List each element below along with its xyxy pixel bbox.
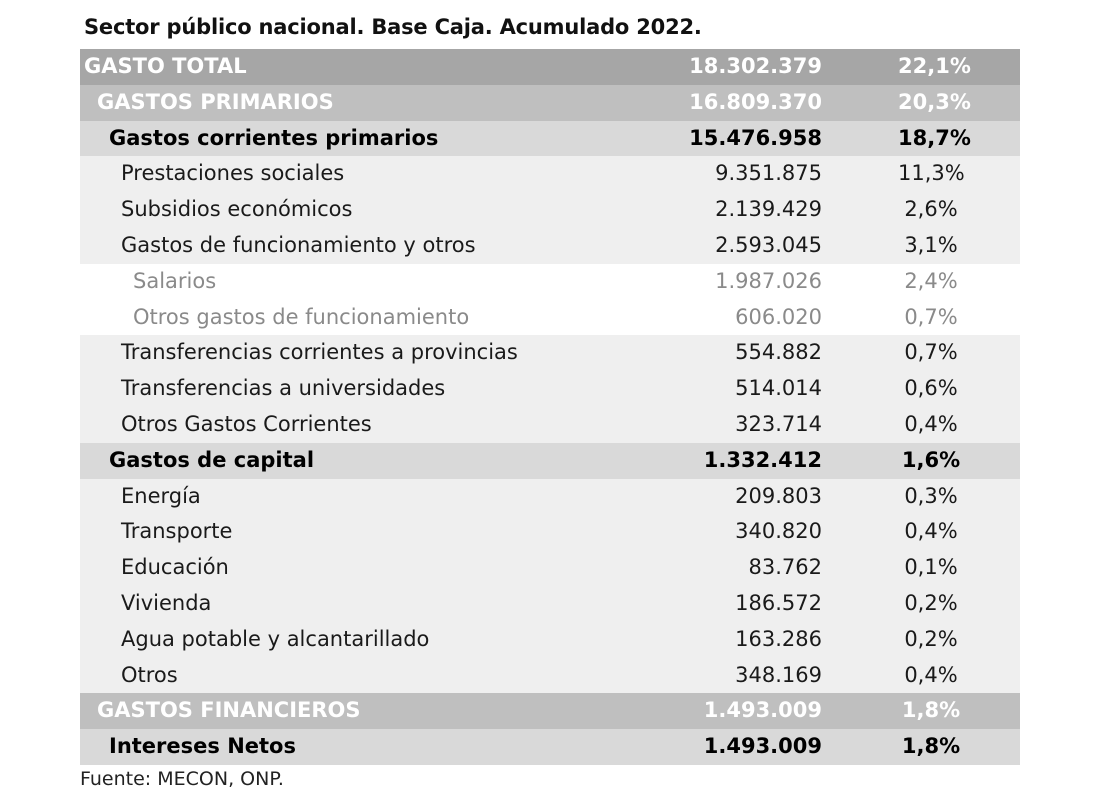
row-value: 186.572 bbox=[735, 590, 822, 615]
row-percent: 18,7% bbox=[898, 125, 971, 150]
row-percent: 1,6% bbox=[901, 447, 961, 472]
row-label: GASTOS PRIMARIOS bbox=[97, 89, 334, 114]
table-row: GASTO TOTAL 18.302.379 22,1% bbox=[80, 49, 1020, 85]
row-label: Transferencias corrientes a provincias bbox=[121, 340, 518, 365]
table-row: Transporte 340.820 0,4% bbox=[80, 514, 1020, 551]
row-value: 340.820 bbox=[735, 519, 822, 544]
row-percent: 2,6% bbox=[904, 197, 958, 222]
table-row: Gastos de capital 1.332.412 1,6% bbox=[80, 442, 1020, 479]
row-value: 18.302.379 bbox=[689, 54, 822, 78]
row-value: 1.493.009 bbox=[703, 698, 822, 723]
row-percent: 0,4% bbox=[904, 662, 958, 687]
row-label: Energía bbox=[121, 483, 201, 508]
row-value: 1.493.009 bbox=[703, 734, 822, 759]
table-row: Otros gastos de funcionamiento 606.020 0,7… bbox=[80, 299, 1020, 336]
row-value: 15.476.958 bbox=[689, 125, 822, 150]
row-percent: 1,8% bbox=[901, 734, 961, 759]
row-label: Otros bbox=[121, 662, 178, 687]
row-value: 606.020 bbox=[735, 304, 822, 329]
table-row: GASTOS FINANCIEROS 1.493.009 1,8% bbox=[80, 693, 1020, 730]
table-row: Prestaciones sociales 9.351.875 11,3% bbox=[80, 156, 1020, 193]
row-percent: 1,8% bbox=[901, 698, 961, 723]
row-label: Gastos de capital bbox=[109, 447, 315, 472]
table-row: Transferencias a universidades 514.014 0,6… bbox=[80, 371, 1020, 407]
row-label: Gastos corrientes primarios bbox=[109, 125, 439, 150]
row-value: 2.139.429 bbox=[715, 197, 822, 222]
table-row: Vivienda 186.572 0,2% bbox=[80, 585, 1020, 622]
row-percent: 0,2% bbox=[904, 590, 958, 615]
row-percent: 0,6% bbox=[904, 376, 958, 401]
row-label: Gastos de funcionamiento y otros bbox=[121, 232, 476, 257]
row-value: 2.593.045 bbox=[715, 232, 822, 257]
table-row: GASTOS PRIMARIOS 16.809.370 20,3% bbox=[80, 84, 1020, 121]
row-label: Intereses Netos bbox=[109, 734, 296, 759]
row-value: 9.351.875 bbox=[715, 161, 822, 186]
row-label: Prestaciones sociales bbox=[121, 161, 345, 186]
row-percent: 0,4% bbox=[904, 519, 958, 544]
row-label: Transferencias a universidades bbox=[121, 376, 446, 401]
row-label: GASTO TOTAL bbox=[84, 54, 247, 78]
row-percent: 3,1% bbox=[904, 232, 958, 257]
table-row: Transferencias corrientes a provincias 55… bbox=[80, 335, 1020, 372]
table-row: Energía 209.803 0,3% bbox=[80, 478, 1020, 515]
row-value: 163.286 bbox=[735, 626, 822, 651]
row-value: 1.987.026 bbox=[715, 268, 822, 293]
row-percent: 20,3% bbox=[898, 89, 971, 114]
table-row: Otros 348.169 0,4% bbox=[80, 657, 1020, 694]
table-row: Educación 83.762 0,1% bbox=[80, 550, 1020, 586]
table-title: Sector público nacional. Base Caja. Acum… bbox=[84, 15, 702, 39]
table-row: Subsidios económicos 2.139.429 2,6% bbox=[80, 192, 1020, 228]
row-percent: 0,1% bbox=[904, 555, 958, 580]
table-row: Agua potable y alcantarillado 163.286 0,2% bbox=[80, 621, 1020, 658]
row-percent: 0,4% bbox=[904, 411, 958, 436]
row-value: 16.809.370 bbox=[689, 89, 822, 114]
row-label: Otros Gastos Corrientes bbox=[121, 411, 372, 436]
row-label: Otros gastos de funcionamiento bbox=[133, 304, 470, 329]
row-percent: 0,3% bbox=[904, 483, 958, 508]
source-note: Fuente: MECON, ONP. bbox=[80, 768, 284, 790]
table-row: Gastos corrientes primarios 15.476.958 18,… bbox=[80, 120, 1020, 157]
row-value: 83.762 bbox=[748, 555, 822, 580]
row-value: 209.803 bbox=[735, 483, 822, 508]
row-value: 1.332.412 bbox=[703, 447, 822, 472]
row-label: Transporte bbox=[121, 519, 233, 544]
row-label: Agua potable y alcantarillado bbox=[121, 626, 430, 651]
table-row: Salarios 1.987.026 2,4% bbox=[80, 263, 1020, 300]
row-percent: 0,7% bbox=[904, 340, 958, 365]
row-label: Educación bbox=[121, 555, 229, 580]
row-value: 348.169 bbox=[735, 662, 822, 687]
row-percent: 11,3% bbox=[898, 161, 965, 186]
table-row: Gastos de funcionamiento y otros 2.593.04… bbox=[80, 227, 1020, 264]
row-value: 554.882 bbox=[735, 340, 822, 365]
row-value: 514.014 bbox=[735, 376, 822, 401]
row-percent: 2,4% bbox=[904, 268, 958, 293]
row-label: Subsidios económicos bbox=[121, 197, 353, 222]
row-percent: 0,2% bbox=[904, 626, 958, 651]
row-label: GASTOS FINANCIEROS bbox=[97, 698, 361, 723]
row-value: 323.714 bbox=[735, 411, 822, 436]
row-label: Vivienda bbox=[121, 590, 212, 615]
table-row: Intereses Netos 1.493.009 1,8% bbox=[80, 729, 1020, 765]
table-body: GASTO TOTAL 18.302.379 22,1% GASTOS PRIMARI… bbox=[80, 49, 1020, 765]
row-percent: 22,1% bbox=[898, 54, 971, 78]
row-percent: 0,7% bbox=[904, 304, 958, 329]
table-row: Otros Gastos Corrientes 323.714 0,4% bbox=[80, 406, 1020, 443]
expense-table: Sector público nacional. Base Caja. Acum… bbox=[80, 12, 1020, 765]
row-label: Salarios bbox=[133, 268, 217, 293]
